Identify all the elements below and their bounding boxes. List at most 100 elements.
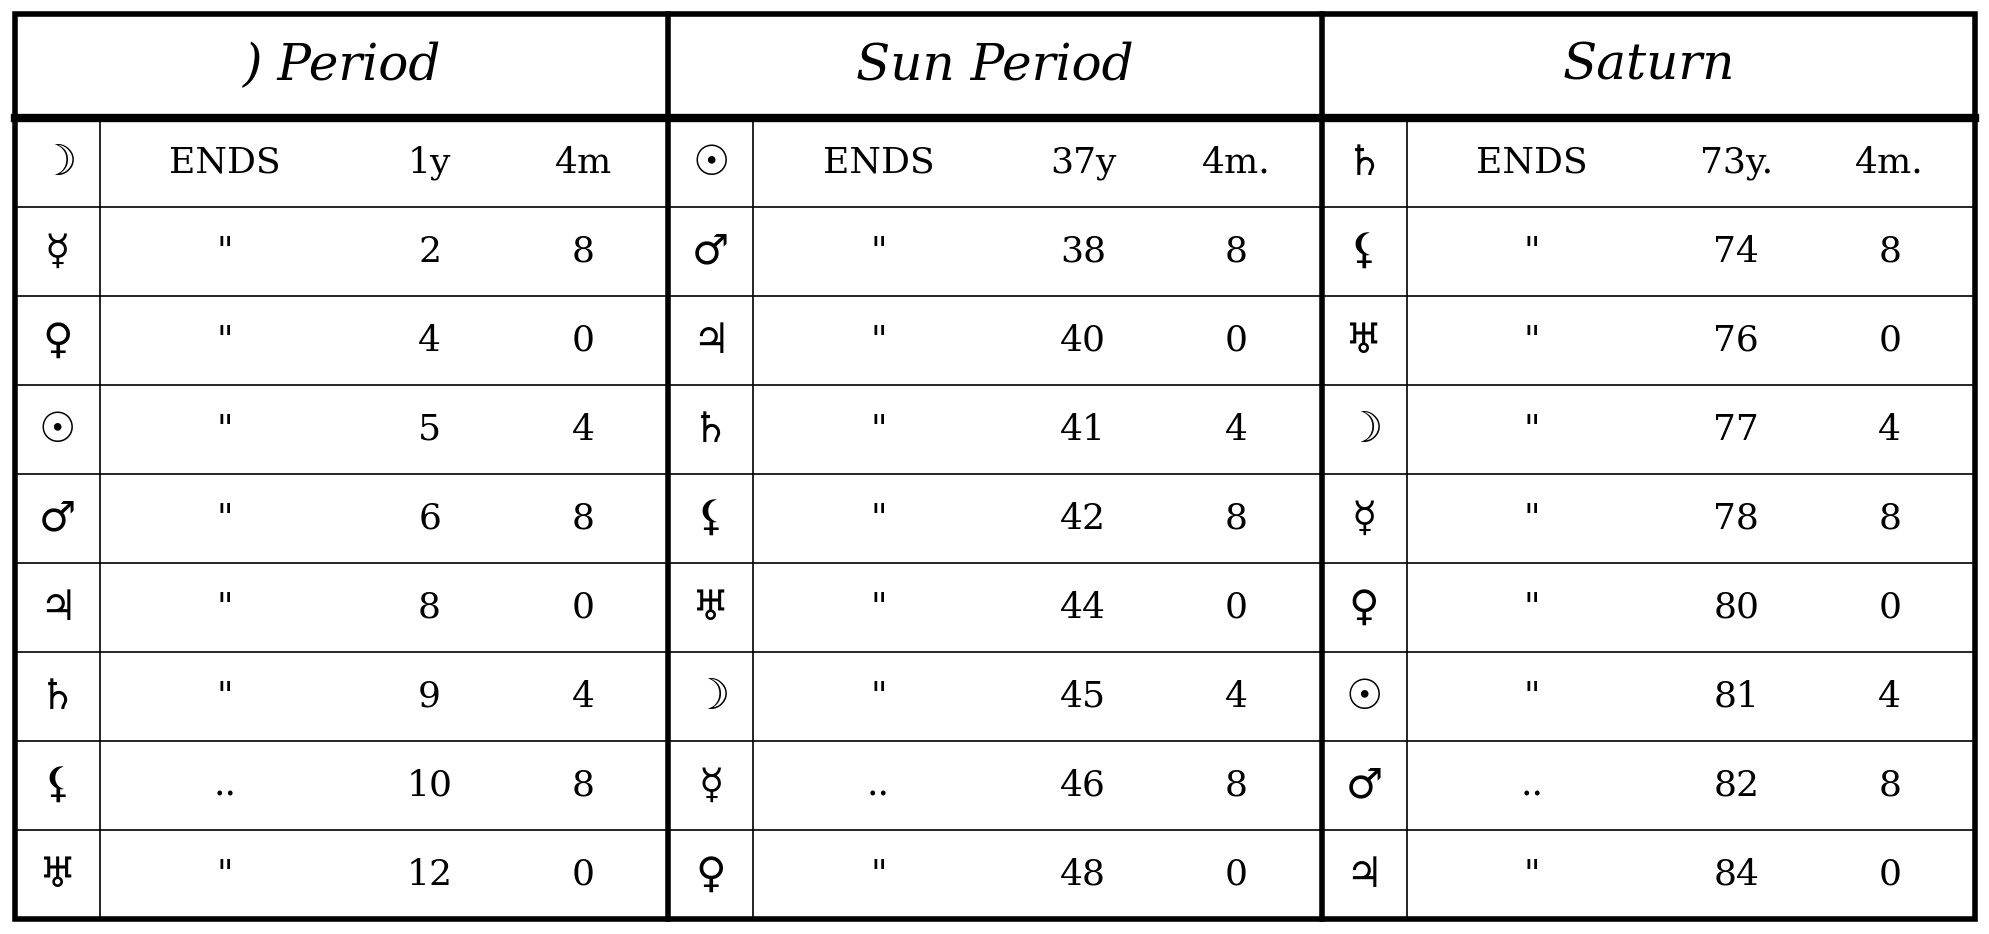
Text: 0: 0 <box>1878 590 1899 625</box>
Text: 8: 8 <box>1878 769 1899 802</box>
Text: ": " <box>1524 857 1539 892</box>
Text: ☿: ☿ <box>698 765 724 807</box>
Text: 0: 0 <box>1878 857 1899 892</box>
Text: 38: 38 <box>1060 234 1106 269</box>
Text: 0: 0 <box>1225 590 1247 625</box>
Text: ": " <box>217 590 233 625</box>
Text: ": " <box>869 857 887 892</box>
Text: 0: 0 <box>571 590 595 625</box>
Text: ..: .. <box>213 769 237 802</box>
Text: ☉: ☉ <box>1345 675 1382 717</box>
Text: 10: 10 <box>406 769 452 802</box>
Text: ♄: ♄ <box>38 675 76 717</box>
Text: 42: 42 <box>1060 502 1106 535</box>
Text: ) Period: ) Period <box>243 41 442 91</box>
Text: ⚸: ⚸ <box>696 498 726 540</box>
Text: ♅: ♅ <box>38 854 76 896</box>
Text: 8: 8 <box>1225 234 1247 269</box>
Text: 0: 0 <box>1225 857 1247 892</box>
Text: ": " <box>1524 502 1539 535</box>
Text: ": " <box>869 590 887 625</box>
Text: ": " <box>1524 590 1539 625</box>
Text: ": " <box>217 234 233 269</box>
Text: ☉: ☉ <box>38 408 76 450</box>
Text: ": " <box>869 680 887 714</box>
Text: 74: 74 <box>1713 234 1758 269</box>
Text: ": " <box>1524 413 1539 446</box>
Text: 73y.: 73y. <box>1699 146 1772 179</box>
Text: Sun Period: Sun Period <box>855 41 1134 91</box>
Text: 4: 4 <box>571 413 595 446</box>
Text: ..: .. <box>1520 769 1541 802</box>
Text: 44: 44 <box>1060 590 1106 625</box>
Text: ☽: ☽ <box>1345 408 1382 450</box>
Text: ♀: ♀ <box>696 854 726 896</box>
Text: 8: 8 <box>1225 769 1247 802</box>
Text: 4m.: 4m. <box>1201 146 1271 179</box>
Text: 9: 9 <box>418 680 442 714</box>
Text: ENDS: ENDS <box>821 146 933 179</box>
Text: Saturn: Saturn <box>1561 41 1734 91</box>
Text: 37y: 37y <box>1050 146 1116 179</box>
Text: 8: 8 <box>1878 234 1899 269</box>
Text: 4: 4 <box>1878 413 1899 446</box>
Text: 8: 8 <box>571 502 595 535</box>
Text: ♀: ♀ <box>42 319 74 361</box>
Text: 2: 2 <box>418 234 442 269</box>
Text: 4: 4 <box>1878 680 1899 714</box>
Text: 0: 0 <box>1878 323 1899 358</box>
Text: 8: 8 <box>1225 502 1247 535</box>
Text: 40: 40 <box>1060 323 1106 358</box>
Text: ": " <box>217 413 233 446</box>
Text: ♀: ♀ <box>1349 587 1378 629</box>
Text: 4m.: 4m. <box>1854 146 1923 179</box>
Text: 4: 4 <box>1225 413 1247 446</box>
Text: ": " <box>869 323 887 358</box>
Text: 1y: 1y <box>408 146 452 180</box>
Text: 80: 80 <box>1713 590 1758 625</box>
Text: ♂: ♂ <box>38 498 76 540</box>
Text: 84: 84 <box>1713 857 1758 892</box>
Text: 77: 77 <box>1713 413 1758 446</box>
Text: 41: 41 <box>1060 413 1106 446</box>
Text: 6: 6 <box>418 502 442 535</box>
Text: ⚸: ⚸ <box>42 765 74 807</box>
Text: 5: 5 <box>418 413 442 446</box>
Text: ENDS: ENDS <box>169 146 280 179</box>
Text: 46: 46 <box>1060 769 1106 802</box>
Text: ": " <box>1524 323 1539 358</box>
Text: 4: 4 <box>571 680 595 714</box>
Text: 78: 78 <box>1713 502 1758 535</box>
Text: ♅: ♅ <box>1345 319 1382 361</box>
Text: 4m: 4m <box>555 146 611 179</box>
Text: 81: 81 <box>1713 680 1758 714</box>
Text: ": " <box>1524 680 1539 714</box>
Text: 4: 4 <box>1225 680 1247 714</box>
Text: ♂: ♂ <box>1345 765 1382 807</box>
Text: 0: 0 <box>1225 323 1247 358</box>
Text: ♃: ♃ <box>692 319 730 361</box>
Text: 8: 8 <box>1878 502 1899 535</box>
Text: ☽: ☽ <box>692 675 730 717</box>
Text: ": " <box>869 502 887 535</box>
Text: ☿: ☿ <box>44 231 70 273</box>
Text: ": " <box>869 234 887 269</box>
Text: ": " <box>217 323 233 358</box>
Text: ": " <box>217 857 233 892</box>
Text: 8: 8 <box>418 590 442 625</box>
Text: 12: 12 <box>406 857 452 892</box>
Text: ☿: ☿ <box>1351 498 1376 540</box>
Text: ♂: ♂ <box>692 231 730 273</box>
Text: ♃: ♃ <box>38 587 76 629</box>
Text: ♄: ♄ <box>1345 142 1382 184</box>
Text: ⚸: ⚸ <box>1349 231 1378 273</box>
Text: 48: 48 <box>1060 857 1106 892</box>
Text: ☉: ☉ <box>692 142 730 184</box>
Text: 82: 82 <box>1713 769 1758 802</box>
Text: ": " <box>217 680 233 714</box>
Text: 0: 0 <box>571 857 595 892</box>
Text: ♃: ♃ <box>1345 854 1382 896</box>
Text: ": " <box>869 413 887 446</box>
Text: ENDS: ENDS <box>1476 146 1587 179</box>
Text: 76: 76 <box>1713 323 1758 358</box>
